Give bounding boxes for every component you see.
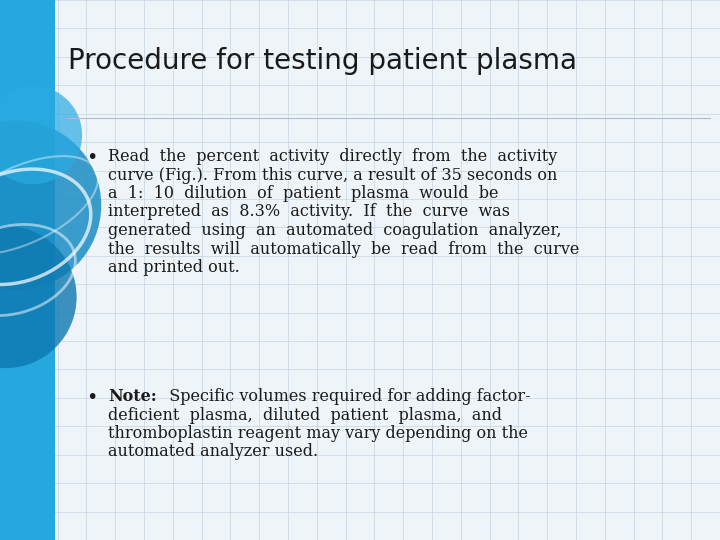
Text: Read  the  percent  activity  directly  from  the  activity: Read the percent activity directly from … (108, 148, 557, 165)
Text: the  results  will  automatically  be  read  from  the  curve: the results will automatically be read f… (108, 240, 580, 258)
Circle shape (0, 86, 82, 184)
FancyBboxPatch shape (0, 0, 55, 540)
Text: a  1:  10  dilution  of  patient  plasma  would  be: a 1: 10 dilution of patient plasma would… (108, 185, 498, 202)
Text: Specific volumes required for adding factor-: Specific volumes required for adding fac… (158, 388, 531, 405)
Text: •: • (86, 388, 97, 407)
Text: Procedure for testing patient plasma: Procedure for testing patient plasma (68, 47, 577, 75)
Text: interpreted  as  8.3%  activity.  If  the  curve  was: interpreted as 8.3% activity. If the cur… (108, 204, 510, 220)
Text: •: • (86, 148, 97, 167)
Text: and printed out.: and printed out. (108, 259, 240, 276)
Text: automated analyzer used.: automated analyzer used. (108, 443, 318, 461)
Text: deficient  plasma,  diluted  patient  plasma,  and: deficient plasma, diluted patient plasma… (108, 407, 502, 423)
Circle shape (0, 120, 102, 290)
Text: generated  using  an  automated  coagulation  analyzer,: generated using an automated coagulation… (108, 222, 562, 239)
Text: Note:: Note: (108, 388, 157, 405)
Text: thromboplastin reagent may vary depending on the: thromboplastin reagent may vary dependin… (108, 425, 528, 442)
Circle shape (0, 226, 76, 368)
Text: curve (Fig.). From this curve, a result of 35 seconds on: curve (Fig.). From this curve, a result … (108, 166, 557, 184)
